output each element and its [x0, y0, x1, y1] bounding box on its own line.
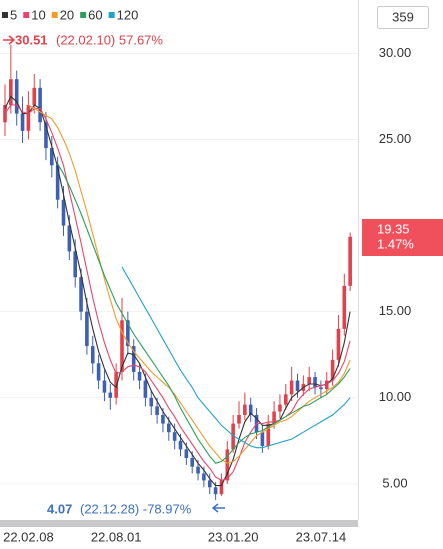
candle-body	[137, 371, 142, 381]
candle-body	[167, 423, 171, 433]
y-tick-label: 5.00	[382, 475, 407, 490]
candle-body	[260, 432, 265, 446]
candle-body	[289, 380, 294, 395]
candle-body	[114, 371, 118, 398]
candle-body	[161, 414, 165, 424]
legend-swatch	[108, 12, 115, 18]
candle-body	[44, 122, 48, 149]
candle-body	[348, 236, 352, 286]
ma-line	[4, 95, 351, 487]
low-annotation: 4.07 (22.12.28) -78.97%	[47, 501, 225, 516]
legend-label: 20	[60, 7, 74, 22]
candle-body	[213, 487, 218, 495]
candle-body	[120, 320, 124, 372]
candle-body	[90, 346, 95, 364]
high-price: 30.51	[15, 32, 48, 47]
x-tick-label: 22.08.01	[91, 529, 142, 544]
candle-body	[272, 411, 276, 424]
candle-body	[20, 113, 25, 131]
legend-swatch	[80, 12, 87, 18]
legend-label: 5	[10, 7, 17, 22]
ma-line	[4, 104, 351, 481]
candle-body	[196, 466, 200, 474]
candle-body	[225, 449, 230, 481]
last-change: 1.47%	[377, 236, 414, 251]
candle-body	[330, 359, 335, 381]
candle-body	[79, 277, 83, 312]
ma-line	[57, 163, 351, 464]
candle-body	[32, 87, 37, 106]
candle-body	[243, 404, 247, 415]
candle-body	[178, 440, 183, 450]
candle-body	[50, 148, 54, 166]
x-tick-label: 23.01.20	[208, 529, 259, 544]
candle-body	[202, 473, 206, 481]
candle-body	[248, 404, 253, 415]
x-tick-label: 22.02.08	[3, 529, 54, 544]
candle-body	[143, 380, 148, 398]
candle-body	[313, 377, 317, 388]
legend: 5 10 20 60 120	[2, 7, 138, 22]
high-annotation: 30.51 (22.02.10) 57.67%	[3, 32, 163, 47]
badge: 359	[392, 9, 414, 24]
low-detail: (22.12.28) -78.97%	[80, 501, 192, 516]
candle-body	[155, 406, 159, 415]
candle-body	[307, 377, 311, 384]
candle-body	[237, 414, 241, 424]
x-axis-bar	[0, 520, 358, 527]
candle-body	[342, 285, 347, 329]
low-price: 4.07	[47, 501, 72, 516]
ma-line	[28, 104, 351, 464]
badge-box	[377, 6, 429, 29]
candle-body	[319, 387, 323, 390]
candle-body	[207, 480, 212, 488]
candle-body	[284, 394, 288, 405]
candle-body	[9, 79, 13, 106]
candle-body	[184, 449, 189, 459]
candle-body	[102, 380, 107, 393]
candle-body	[14, 79, 19, 114]
x-tick-label: 23.07.14	[296, 529, 347, 544]
candle-body	[190, 458, 194, 467]
price-tag	[362, 219, 443, 256]
arrow-head	[211, 503, 219, 513]
candle-body	[149, 397, 154, 407]
candle-body	[3, 105, 7, 123]
legend-swatch	[2, 12, 8, 18]
y-tick-label: 10.00	[379, 389, 412, 404]
candle-body	[85, 311, 89, 347]
arrow-head	[8, 35, 16, 45]
candle-body	[231, 423, 235, 450]
candle-body	[67, 225, 72, 252]
candle-body	[26, 105, 31, 131]
candle-body	[61, 199, 66, 226]
candle-body	[324, 380, 329, 390]
y-tick-label: 25.00	[379, 131, 412, 146]
legend-swatch	[51, 12, 58, 18]
candle-body	[108, 392, 113, 398]
candle-body	[295, 380, 300, 391]
candle-body	[131, 346, 136, 372]
y-tick-label: 30.00	[379, 45, 412, 60]
candle-body	[278, 404, 282, 412]
candle-body	[219, 480, 224, 495]
legend-label: 10	[31, 7, 45, 22]
legend-label: 120	[117, 7, 139, 22]
candle-body	[73, 251, 77, 278]
candle-body	[172, 432, 177, 441]
candle-body	[38, 87, 42, 123]
candle-body	[336, 328, 341, 360]
legend-label: 60	[88, 7, 102, 22]
candle-body	[126, 320, 130, 347]
y-tick-label: 15.00	[379, 303, 412, 318]
legend-swatch	[23, 12, 30, 18]
candle-body	[266, 423, 271, 446]
candle-body	[96, 363, 101, 381]
ma-line	[121, 266, 351, 449]
high-detail: (22.02.10) 57.67%	[56, 32, 163, 47]
last-price: 19.35	[377, 221, 410, 236]
candle-body	[55, 165, 60, 200]
